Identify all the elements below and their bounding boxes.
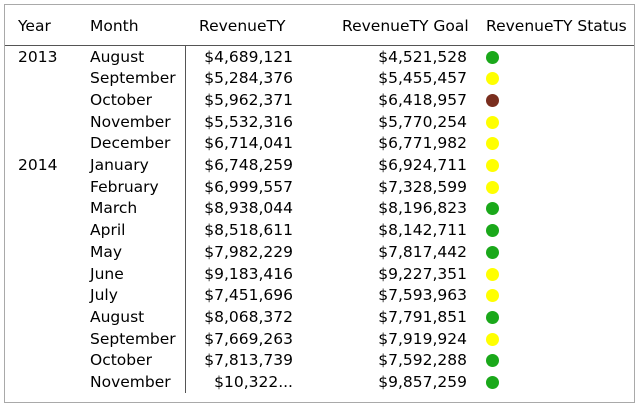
status-indicator-icon — [486, 93, 499, 107]
status-indicator-icon — [486, 50, 499, 64]
revenue-goal-cell: $7,919,924 — [378, 329, 467, 348]
month-cell: August — [90, 47, 145, 66]
month-cell: November — [90, 112, 171, 131]
status-indicator-icon — [486, 115, 499, 129]
header-revenue-status[interactable]: RevenueTY Status — [486, 17, 627, 35]
column-divider — [185, 46, 186, 393]
header-revenue[interactable]: RevenueTY — [199, 17, 286, 35]
revenue-goal-cell: $6,418,957 — [378, 90, 467, 109]
table-row: June $9,183,416 $9,227,351 — [5, 264, 634, 286]
revenue-cell: $6,748,259 — [204, 156, 293, 174]
table-row: March $8,938,044 $8,196,823 — [5, 198, 634, 220]
month-cell: October — [90, 351, 153, 370]
table-row: October $7,813,739 $7,592,288 — [5, 350, 634, 372]
month-cell: June — [90, 264, 124, 283]
status-indicator-icon — [486, 224, 499, 238]
revenue-cell: $6,714,041 — [204, 134, 293, 153]
table-row: May $7,982,229 $7,817,442 — [5, 242, 634, 264]
revenue-cell: $7,669,263 — [204, 329, 293, 348]
status-indicator-icon — [486, 354, 499, 368]
revenue-goal-cell: $5,770,254 — [378, 112, 467, 131]
month-cell: January — [90, 156, 149, 174]
header-revenue-goal[interactable]: RevenueTY Goal — [342, 17, 469, 35]
revenue-cell: $5,962,371 — [204, 90, 293, 109]
table-row: 2014 January $6,748,259 $6,924,711 — [5, 155, 634, 177]
status-indicator-icon — [486, 159, 499, 172]
status-indicator-icon — [486, 245, 499, 259]
revenue-cell: $8,518,611 — [204, 221, 293, 240]
month-cell: February — [90, 177, 159, 196]
revenue-goal-cell: $8,196,823 — [378, 199, 467, 218]
status-indicator-icon — [486, 267, 499, 281]
revenue-cell: $7,451,696 — [204, 286, 293, 305]
revenue-goal-cell: $7,791,851 — [378, 307, 467, 326]
revenue-table: Year Month RevenueTY RevenueTY Goal Reve… — [4, 4, 635, 403]
month-cell: April — [90, 221, 126, 240]
revenue-goal-cell: $6,924,711 — [378, 156, 467, 174]
revenue-cell: $5,532,316 — [204, 112, 293, 131]
status-indicator-icon — [486, 180, 499, 194]
revenue-goal-cell: $7,593,963 — [378, 286, 467, 305]
status-indicator-icon — [486, 376, 499, 389]
table-row: December $6,714,041 $6,771,982 — [5, 133, 634, 155]
status-indicator-icon — [486, 332, 499, 346]
revenue-goal-cell: $7,328,599 — [378, 177, 467, 196]
table-row: September $5,284,376 $5,455,457 — [5, 68, 634, 90]
status-indicator-icon — [486, 310, 499, 324]
month-cell: July — [90, 286, 118, 305]
month-cell: September — [90, 329, 176, 348]
table-row: August $8,068,372 $7,791,851 — [5, 307, 634, 329]
revenue-goal-cell: $9,857,259 — [378, 373, 467, 391]
month-cell: August — [90, 307, 145, 326]
revenue-cell: $7,813,739 — [204, 351, 293, 370]
revenue-cell: $8,938,044 — [204, 199, 293, 218]
revenue-cell: $4,689,121 — [204, 47, 293, 66]
status-indicator-icon — [486, 202, 499, 216]
revenue-cell: $8,068,372 — [204, 307, 293, 326]
revenue-goal-cell: $7,817,442 — [378, 242, 467, 261]
revenue-cell: $5,284,376 — [204, 69, 293, 88]
month-cell: May — [90, 242, 123, 261]
revenue-cell: $10,322... — [214, 373, 293, 391]
revenue-goal-cell: $8,142,711 — [378, 221, 467, 240]
table-row: 2013 August $4,689,121 $4,521,528 — [5, 47, 634, 69]
header-month[interactable]: Month — [90, 17, 139, 35]
header-year[interactable]: Year — [18, 17, 51, 35]
month-cell: October — [90, 90, 153, 109]
revenue-cell: $6,999,557 — [204, 177, 293, 196]
table-row: October $5,962,371 $6,418,957 — [5, 90, 634, 112]
revenue-cell: $9,183,416 — [204, 264, 293, 283]
table-row: April $8,518,611 $8,142,711 — [5, 220, 634, 242]
table-row: September $7,669,263 $7,919,924 — [5, 329, 634, 351]
table-row: July $7,451,696 $7,593,963 — [5, 285, 634, 307]
revenue-goal-cell: $5,455,457 — [378, 69, 467, 88]
table-row: February $6,999,557 $7,328,599 — [5, 177, 634, 199]
month-cell: November — [90, 373, 171, 391]
month-cell: September — [90, 69, 176, 88]
month-cell: December — [90, 134, 171, 153]
table-header: Year Month RevenueTY RevenueTY Goal Reve… — [5, 5, 634, 46]
table-row: November $10,322... $9,857,259 — [5, 372, 634, 394]
revenue-goal-cell: $9,227,351 — [378, 264, 467, 283]
revenue-cell: $7,982,229 — [204, 242, 293, 261]
table-row: November $5,532,316 $5,770,254 — [5, 112, 634, 134]
year-cell: 2014 — [18, 156, 58, 174]
year-cell: 2013 — [18, 47, 58, 66]
status-indicator-icon — [486, 137, 499, 151]
month-cell: March — [90, 199, 138, 218]
status-indicator-icon — [486, 72, 499, 86]
revenue-goal-cell: $7,592,288 — [378, 351, 467, 370]
revenue-goal-cell: $4,521,528 — [378, 47, 467, 66]
revenue-goal-cell: $6,771,982 — [378, 134, 467, 153]
status-indicator-icon — [486, 289, 499, 303]
